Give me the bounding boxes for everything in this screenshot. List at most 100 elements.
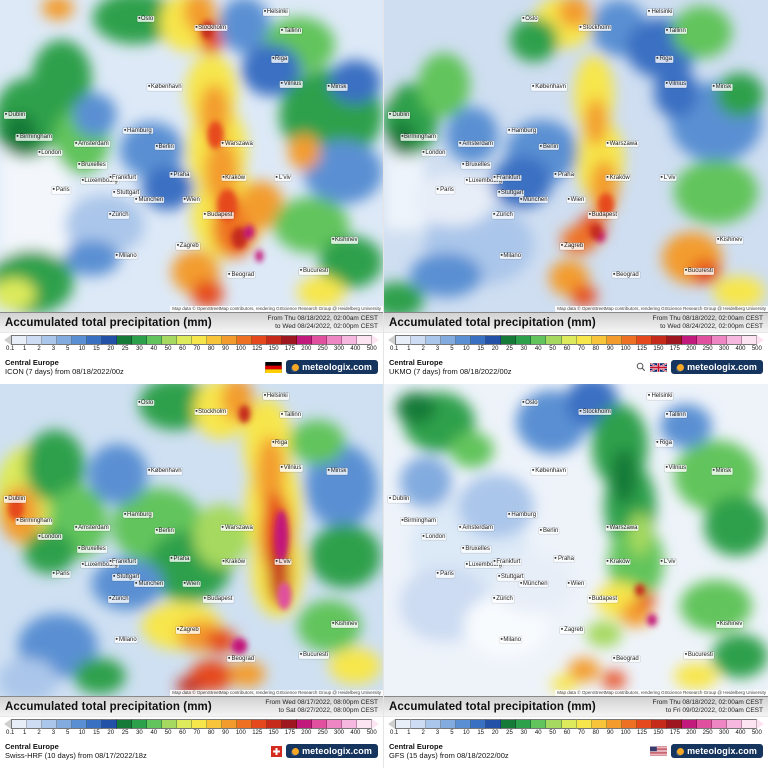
city-label: Beograd xyxy=(612,655,640,662)
city-label: Stockholm xyxy=(578,408,612,416)
city-label: Warszawa xyxy=(605,524,639,531)
scale-cell xyxy=(711,719,728,729)
scale-tick-label: 25 xyxy=(506,346,513,352)
city-label: L'viv xyxy=(274,174,292,181)
scale-tick-label: 1 xyxy=(23,730,27,736)
weather-map-ukmo[interactable]: Oslo Stockholm Helsinki Tallinn Riga Vilnius M… xyxy=(384,0,768,312)
city-labels-layer: Oslo Stockholm Helsinki Tallinn Riga Vilnius M… xyxy=(0,384,383,696)
scale-cell xyxy=(411,335,427,345)
scale-cell xyxy=(636,719,652,729)
scale-cell xyxy=(606,335,622,345)
scale-cell xyxy=(546,719,562,729)
scale-tick-label: 70 xyxy=(578,730,585,736)
scale-cell xyxy=(651,719,667,729)
scale-cell xyxy=(72,719,87,729)
scale-tick-label: 30 xyxy=(136,346,143,352)
scale-cell xyxy=(117,719,132,729)
city-label: Birmingham xyxy=(400,518,438,525)
city-label: København xyxy=(146,468,183,475)
scale-cell xyxy=(357,335,372,345)
scale-cell xyxy=(357,719,372,729)
scale-tick-label: 20 xyxy=(491,346,499,352)
city-label: Milano xyxy=(499,252,523,259)
scale-cell xyxy=(681,719,697,729)
scale-cell xyxy=(576,719,592,729)
valid-to: to Sat 08/27/2022, 08:00pm CEST xyxy=(278,706,378,714)
scale-cell xyxy=(252,719,267,729)
scale-cell xyxy=(727,719,743,729)
region-label: Central Europe xyxy=(5,741,59,751)
city-label: Frankfurt xyxy=(492,174,522,181)
scale-cell xyxy=(312,335,327,345)
flag-germany-icon xyxy=(265,361,282,373)
meteologix-logo[interactable]: meteologix.com xyxy=(286,360,378,374)
legend-footer: Central Europe Swiss-HRF (10 days) from … xyxy=(0,736,383,768)
color-scale: 0.1 1 2 3 5 10 15 20 25 30 40 50 60 70 80 90 100 125 150 17… xyxy=(0,333,383,352)
legend-footer: Central Europe ICON (7 days) from 08/18/… xyxy=(0,352,383,384)
scale-cell xyxy=(561,335,577,345)
scale-tick-label: 500 xyxy=(751,730,762,736)
legend-title: Accumulated total precipitation (mm) xyxy=(389,700,596,713)
scale-tick-label: 5 xyxy=(450,730,454,736)
scale-tick-label: 175 xyxy=(284,346,295,352)
flag-united-kingdom-icon xyxy=(650,361,668,373)
scale-tick-labels: 0.1 1 2 3 5 10 15 20 25 30 40 50 60 70 80 90 100 125 150 17… xyxy=(388,729,764,736)
magnifier-icon[interactable] xyxy=(636,362,646,372)
scale-tick-label: 60 xyxy=(179,730,186,736)
weather-map-icon[interactable]: Oslo Stockholm Helsinki Tallinn Riga Vilnius M… xyxy=(0,0,383,312)
model-label: Swiss-HRF (10 days) from 08/17/2022/18z xyxy=(5,751,147,760)
city-label: Oslo xyxy=(521,399,539,406)
city-label: Wien xyxy=(182,196,201,203)
legend-icon: Accumulated total precipitation (mm) Fro… xyxy=(0,312,383,384)
city-label: Luxembourg xyxy=(80,177,119,185)
scale-tick-label: 5 xyxy=(66,730,70,736)
city-label: Paris xyxy=(51,571,71,578)
scale-tick-label: 50 xyxy=(164,730,172,736)
scale-tick-label: 3 xyxy=(51,346,56,352)
city-label: Paris xyxy=(436,187,455,194)
scale-cell xyxy=(42,335,57,345)
scale-cell xyxy=(471,719,487,729)
scale-tick-label: 80 xyxy=(592,346,600,352)
precipitation-map-art xyxy=(384,384,768,696)
meteologix-logo[interactable]: meteologix.com xyxy=(671,744,763,758)
scale-tick-labels: 0.1 1 2 3 5 10 15 20 25 30 40 50 60 70 80 90 100 125 150 17… xyxy=(4,345,379,352)
city-label: Vilnius xyxy=(279,81,303,88)
scale-cell xyxy=(117,335,132,345)
scale-cell xyxy=(591,719,607,729)
weather-map-swiss-hrf[interactable]: Oslo Stockholm Helsinki Tallinn Riga Vilnius M… xyxy=(0,384,383,696)
scale-tick-label: 300 xyxy=(334,346,345,352)
scale-tick-label: 150 xyxy=(653,730,664,736)
city-label: Kishinev xyxy=(330,237,359,244)
legend-header: Accumulated total precipitation (mm) Fro… xyxy=(0,313,383,333)
scale-tick-label: 40 xyxy=(150,346,158,352)
scale-cell xyxy=(27,719,42,729)
valid-from: From Thu 08/18/2022, 02:00am CEST xyxy=(652,698,763,706)
map-attribution: Map data © OpenStreetMap contributors, r… xyxy=(555,306,768,312)
city-label: Kraków xyxy=(221,558,247,565)
scale-cell xyxy=(471,335,487,345)
scale-cell xyxy=(516,719,532,729)
scale-tick-label: 150 xyxy=(268,730,279,736)
city-label: Hamburg xyxy=(507,511,538,519)
city-label: Kraków xyxy=(605,174,631,181)
scale-tick-label: 200 xyxy=(686,730,697,736)
scale-tick-label: 3 xyxy=(51,730,56,736)
model-info: Central Europe ICON (7 days) from 08/18/… xyxy=(5,358,124,377)
legend-title: Accumulated total precipitation (mm) xyxy=(5,316,212,329)
city-label: Praha xyxy=(553,171,575,178)
scale-tick-label: 80 xyxy=(207,730,215,736)
meteologix-logo[interactable]: meteologix.com xyxy=(286,744,378,758)
scale-cell xyxy=(395,719,412,729)
scale-tick-label: 90 xyxy=(222,730,229,736)
scale-cell xyxy=(606,719,622,729)
sun-icon xyxy=(292,363,300,371)
meteologix-logo[interactable]: meteologix.com xyxy=(671,360,763,374)
scale-tick-label: 80 xyxy=(592,730,600,736)
scale-tick-label: 300 xyxy=(334,730,345,736)
flag-usa-icon xyxy=(650,746,668,756)
valid-period: From Wed 08/17/2022, 08:00pm CEST to Sat… xyxy=(265,699,378,715)
city-label: Vilnius xyxy=(664,465,688,472)
weather-map-gfs[interactable]: Oslo Stockholm Helsinki Tallinn Riga Vilnius M… xyxy=(384,384,768,696)
